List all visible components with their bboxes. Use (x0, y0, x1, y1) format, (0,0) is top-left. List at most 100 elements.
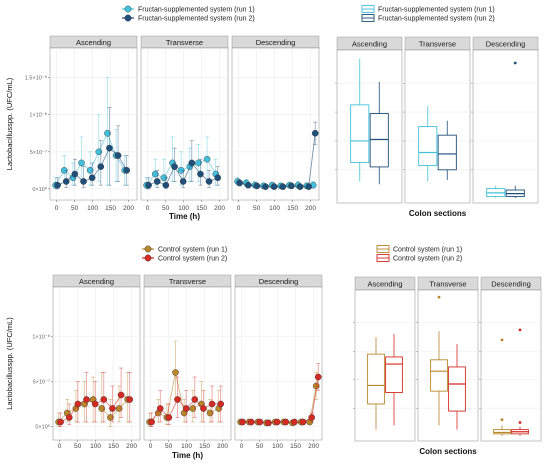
data-point (97, 163, 105, 170)
plot-area (417, 289, 479, 442)
data-point (205, 178, 213, 185)
plot-area (336, 49, 403, 204)
data-point (236, 179, 243, 187)
data-point (98, 405, 106, 412)
data-point (279, 183, 287, 190)
data-point (179, 178, 187, 185)
facet-panel-descending: Descending (479, 276, 542, 442)
facet-label: Transverse (166, 38, 203, 47)
box-body (369, 113, 389, 168)
x-tick-label: 100 (178, 205, 189, 212)
facet-label: Transverse (169, 277, 206, 286)
facet-label: Ascending (76, 38, 111, 47)
legend-item: Fructan-supplemented system (run 2) (361, 14, 495, 23)
facet-panel-ascending: Ascending (335, 36, 403, 204)
x-tick-label: 50 (253, 205, 261, 212)
data-point (151, 170, 159, 178)
data-point (109, 405, 116, 412)
x-axis-title: Time (h) (172, 451, 203, 460)
box-outlier (513, 61, 517, 65)
x-tick-label: 200 (308, 443, 319, 450)
data-point (239, 418, 246, 426)
legend-item: Control system (run 2) (142, 254, 227, 263)
data-point (153, 178, 161, 185)
data-point (308, 414, 316, 421)
x-tick-label: 100 (87, 205, 98, 212)
data-point (171, 163, 178, 170)
data-point (115, 405, 123, 412)
data-point (165, 414, 173, 421)
y-tick-label: 1.5×10⁻⁸ (25, 75, 47, 82)
legend-label: Control system (run 2) (158, 256, 227, 263)
x-tick-label: 0 (240, 443, 244, 450)
facet-label: Ascending (79, 277, 114, 286)
x-tick-label: 200 (126, 443, 137, 450)
data-point (117, 391, 125, 399)
y-axis-title: Lactobacillusspp. (UFC/mL) (5, 317, 14, 410)
data-point (107, 414, 114, 421)
plot-area (354, 289, 416, 442)
data-point (311, 129, 319, 137)
data-point (162, 181, 170, 189)
y-tick-label: 1×10⁻⁸ (29, 112, 47, 119)
data-point (244, 181, 252, 189)
x-axis-title: Time (h) (169, 212, 200, 221)
facet-panel-ascending: Ascending 0 50 100 150 200 (49, 35, 138, 212)
data-point (291, 418, 298, 426)
plot-area (143, 286, 232, 441)
data-point (123, 167, 131, 174)
plot-area (480, 289, 542, 442)
data-point (100, 396, 108, 403)
data-point (288, 182, 295, 190)
x-axis-title: Colon sections (409, 209, 467, 218)
data-point (305, 183, 313, 190)
facet-label: Descending (256, 38, 296, 47)
legend-label: Control system (run 1) (158, 247, 227, 254)
control-time-chart: Ascending 0 50 100 150 200 Transverse 0 50 100 150… (5, 274, 323, 460)
x-tick-label: 0 (149, 443, 153, 450)
data-point (195, 159, 202, 167)
legend-label: Control system (run 2) (393, 256, 462, 263)
facet-panel-ascending: Ascending 0 50 100 150 200 (52, 274, 141, 450)
plot-area (231, 47, 320, 201)
box-body (367, 353, 385, 405)
x-tick-label: 100 (181, 443, 192, 450)
data-point (314, 373, 322, 381)
x-tick-label: 150 (199, 443, 210, 450)
legend-label: Fructan-supplemented system (run 2) (138, 16, 255, 23)
data-point (208, 400, 216, 408)
legend-label: Fructan-supplemented system (run 1) (378, 7, 495, 14)
legend-label: Fructan-supplemented system (run 1) (138, 7, 255, 14)
data-point (106, 144, 113, 152)
data-point (256, 418, 264, 426)
x-tick-label: 200 (123, 205, 134, 212)
data-point (191, 396, 199, 403)
data-point (95, 148, 103, 156)
legend-label: Control system (run 1) (393, 247, 462, 254)
data-point (71, 170, 79, 178)
x-tick-label: 100 (269, 205, 280, 212)
data-point (156, 405, 164, 412)
x-tick-label: 50 (162, 205, 170, 212)
legend-marker (124, 5, 132, 13)
facet-panel-transverse: Transverse (403, 36, 471, 204)
legend-item: Fructan-supplemented system (run 1) (122, 5, 255, 14)
data-point (200, 405, 207, 412)
fructan-time-chart: Ascending 0 50 100 150 200 Transverse 0 50 100 150… (5, 35, 320, 221)
legend-item: Fructan-supplemented system (run 1) (361, 5, 495, 14)
data-point (62, 178, 70, 185)
facet-panel-transverse: Transverse 0 50 100 150 200 (143, 274, 232, 450)
data-point (273, 418, 281, 426)
data-point (174, 396, 181, 403)
data-point (91, 400, 99, 408)
x-tick-label: 150 (196, 205, 207, 212)
plot-area (404, 49, 471, 204)
facet-panel-transverse: Transverse 0 50 100 150 200 (140, 35, 229, 212)
x-tick-label: 150 (290, 443, 301, 450)
y-tick-label: 5×10⁻⁷ (30, 149, 47, 156)
legend-marker (144, 254, 152, 262)
data-point (206, 409, 214, 417)
y-tick-label: 0×10⁰ (32, 186, 47, 193)
legend-label: Fructan-supplemented system (run 2) (378, 16, 495, 23)
